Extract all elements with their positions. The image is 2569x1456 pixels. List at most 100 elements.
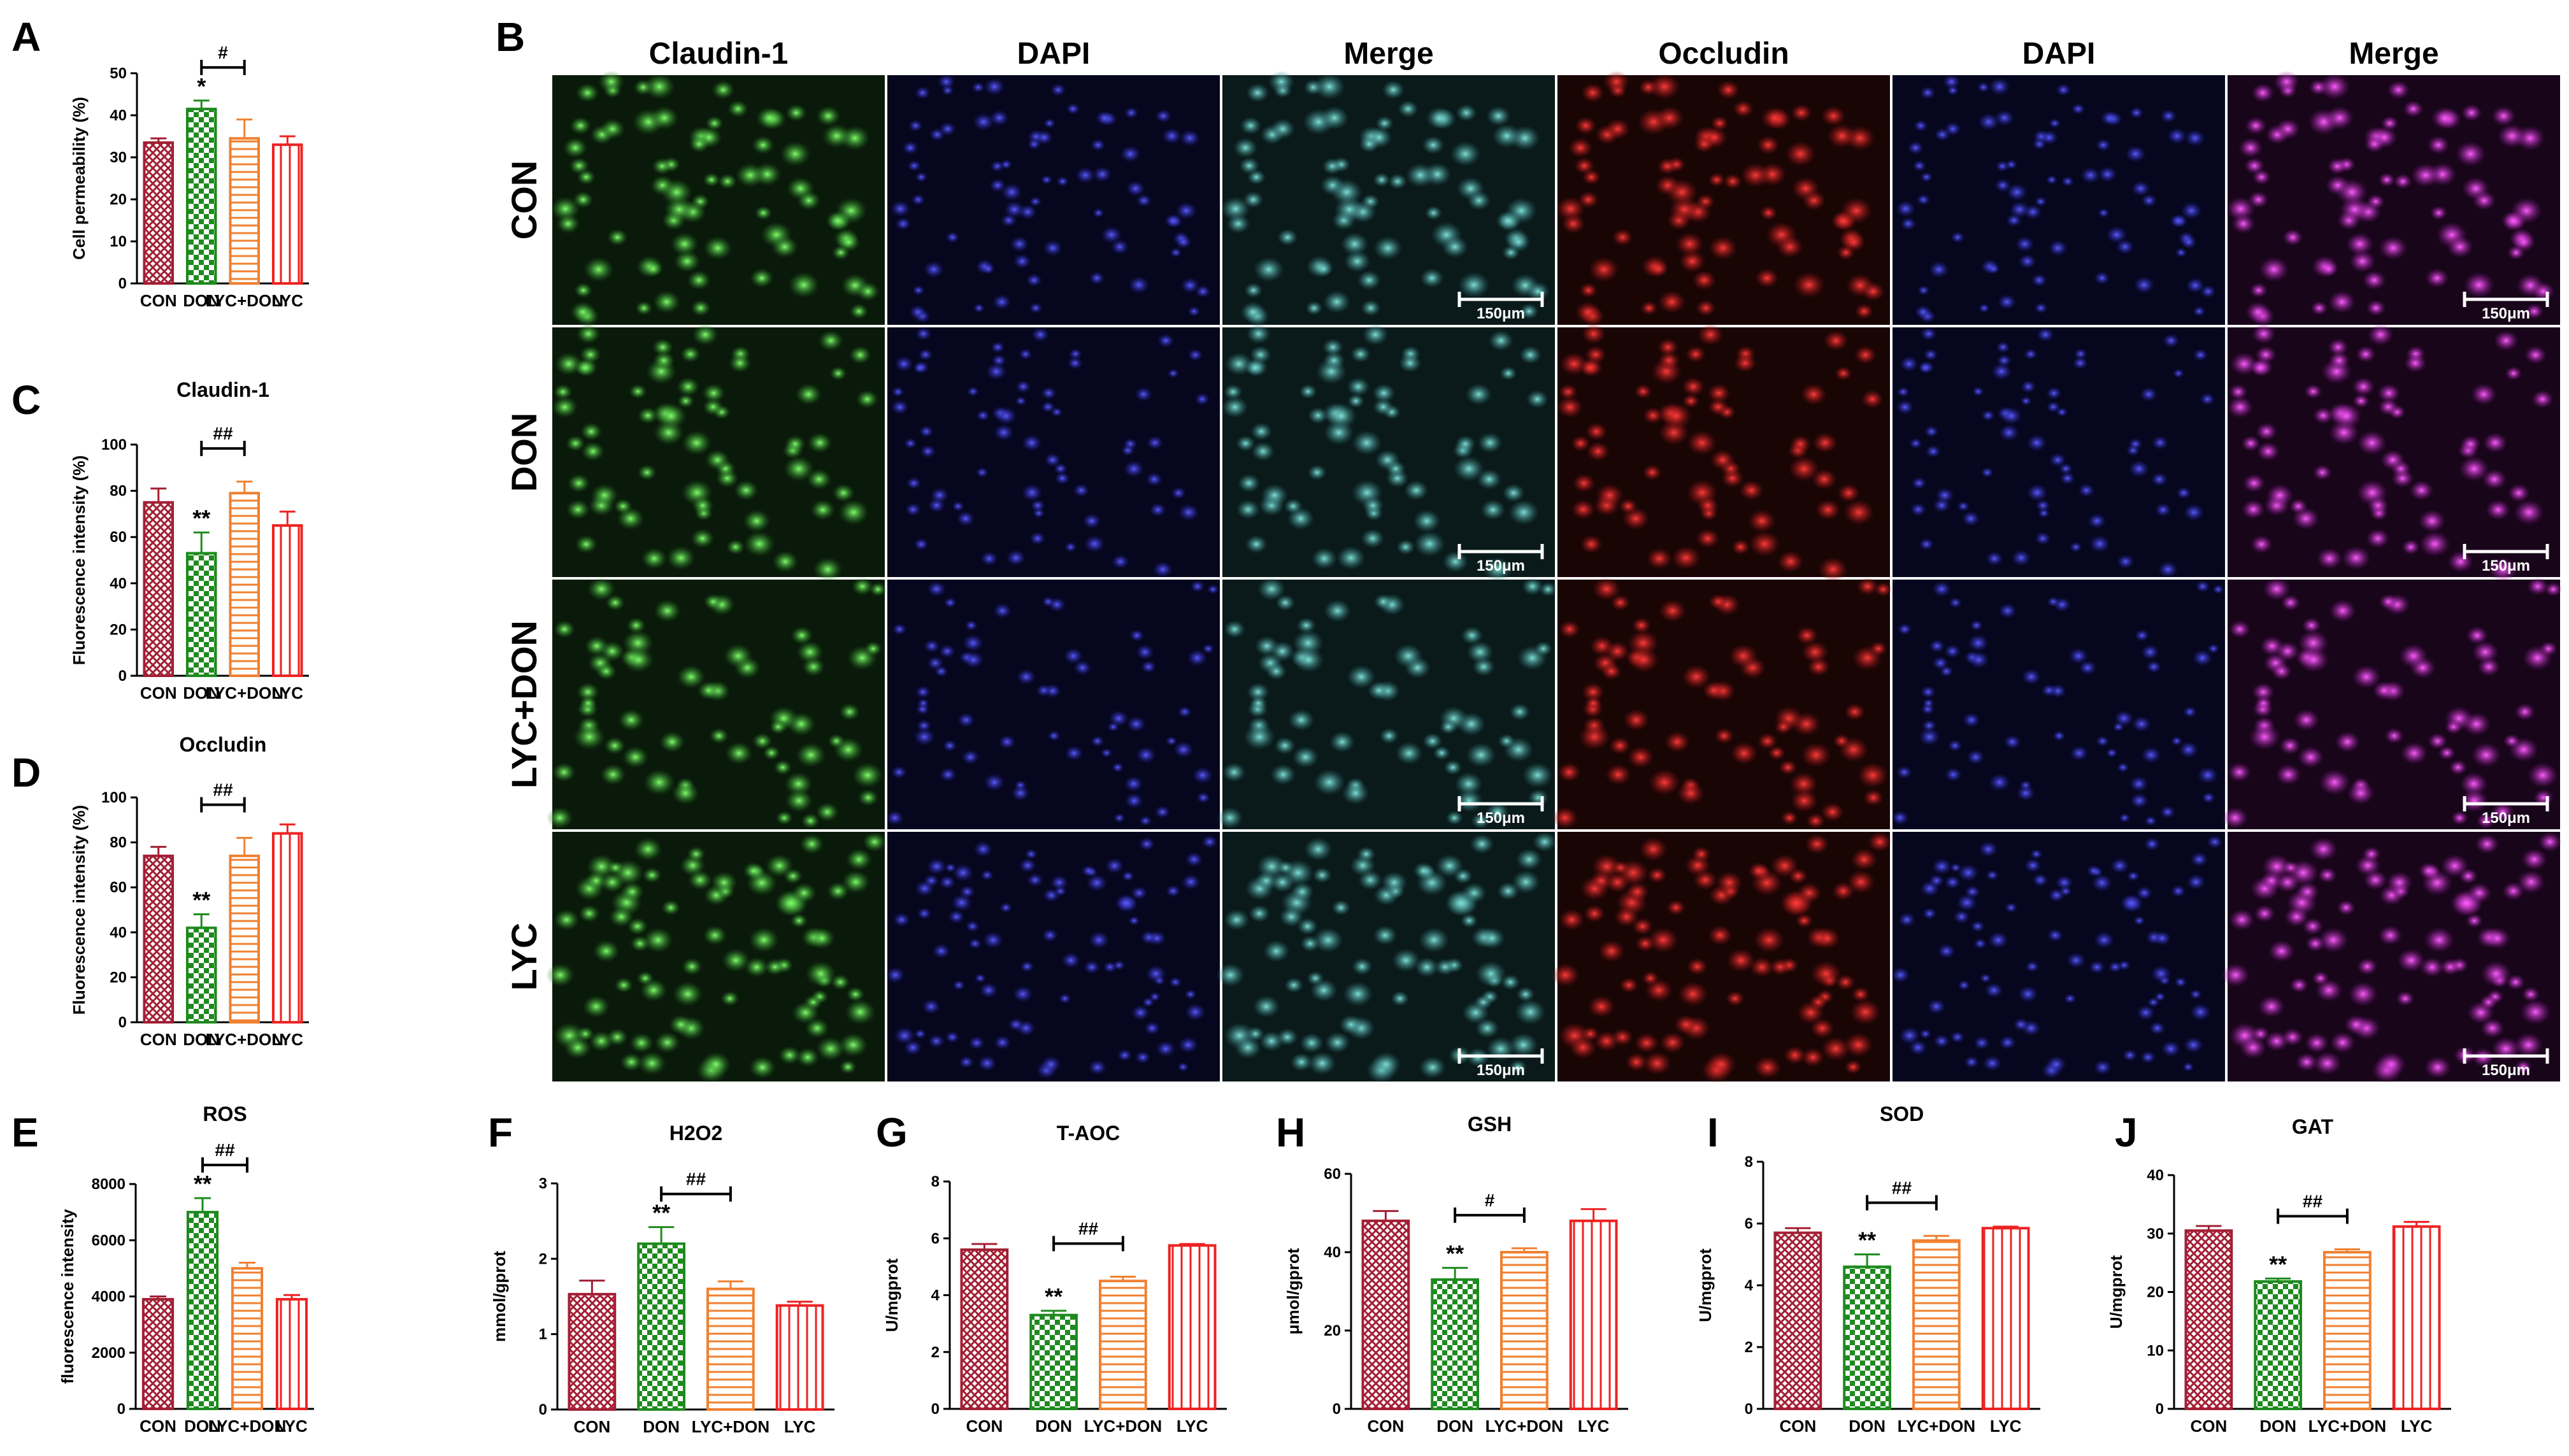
cell-spot — [673, 981, 703, 1007]
cell-spot — [1165, 885, 1181, 898]
bar-don — [185, 926, 217, 1024]
cell-spot — [1270, 764, 1296, 785]
cell-spot — [2280, 594, 2301, 611]
cell-spot — [919, 425, 934, 438]
cell-spot — [1919, 727, 1941, 746]
y-tick-label: 4 — [1745, 1277, 1754, 1294]
y-tick-label: 40 — [110, 924, 127, 941]
cell-spot — [670, 232, 699, 256]
cell-spot — [1896, 765, 1913, 779]
cell-spot — [1790, 435, 1811, 453]
cell-spot — [1288, 709, 1315, 731]
cell-spot — [1571, 499, 1596, 520]
micrograph-tile: 150μm — [2227, 324, 2560, 582]
cell-spot — [1299, 1032, 1324, 1053]
cell-spot — [1726, 990, 1745, 1006]
cell-spot — [2207, 643, 2220, 654]
cell-spot — [862, 832, 887, 852]
cell-spot — [1984, 982, 2003, 999]
y-tick-label: 60 — [1324, 1166, 1341, 1183]
cell-spot — [1442, 550, 1469, 573]
cell-spot — [895, 217, 912, 231]
cell-spot — [2131, 180, 2150, 197]
cell-spot — [2162, 333, 2180, 348]
cell-spot — [1243, 724, 1275, 750]
cell-spot — [1754, 1056, 1782, 1079]
cell-spot — [1998, 1035, 2017, 1050]
cell-spot — [1190, 580, 1205, 593]
cell-spot — [1497, 881, 1520, 901]
micrograph-tile — [1893, 327, 2225, 578]
cell-spot — [1572, 473, 1596, 493]
cell-spot — [563, 138, 588, 158]
cell-spot — [838, 499, 869, 525]
cell-spot — [1254, 257, 1284, 282]
cell-spot — [1154, 805, 1171, 819]
cell-spot — [855, 390, 878, 409]
y-axis-label: Cell permeability (%) — [69, 97, 89, 260]
cell-spot — [637, 464, 657, 481]
cell-spot — [857, 789, 879, 806]
cell-spot — [980, 869, 994, 881]
cell-spot — [709, 727, 729, 744]
cell-spot — [2136, 885, 2153, 901]
cell-spot — [554, 909, 580, 931]
bar-don — [185, 108, 217, 285]
cell-spot — [566, 435, 585, 452]
cell-spot — [1660, 403, 1692, 429]
cell-spot — [2231, 213, 2256, 234]
cell-spot — [952, 864, 974, 882]
cell-spot — [1066, 103, 1080, 115]
cell-spot — [1850, 848, 1878, 871]
cell-spot — [2158, 560, 2179, 578]
cell-spot — [2036, 327, 2055, 343]
category-label: CON — [140, 291, 177, 310]
cell-spot — [2275, 118, 2301, 139]
cell-spot — [598, 71, 625, 93]
cell-spot — [1084, 534, 1105, 553]
cell-spot — [2151, 436, 2169, 450]
cell-spot — [1646, 548, 1673, 569]
cell-spot — [2006, 183, 2028, 201]
cell-spot — [2079, 660, 2097, 676]
cell-spot — [1810, 1018, 1835, 1039]
cell-spot — [573, 724, 605, 750]
cell-spot — [2282, 860, 2300, 875]
cell-spot — [1659, 1032, 1685, 1053]
cell-spot — [1043, 239, 1063, 257]
cell-spot — [666, 546, 696, 570]
panel-letter: G — [876, 1110, 908, 1155]
cell-spot — [923, 261, 945, 278]
cell-spot — [1778, 759, 1798, 775]
cell-spot — [778, 1046, 801, 1065]
chart-g: G T-AOC 0 2 4 6 8 U/mgprot CON ** DON LYC+DON LYC ## — [876, 1110, 1227, 1436]
cell-spot — [1908, 438, 1922, 449]
cell-spot — [2444, 719, 2463, 734]
micrograph-background — [1222, 580, 1555, 829]
cell-spot — [1085, 874, 1108, 892]
cell-spot — [1016, 668, 1036, 685]
cell-spot — [1749, 531, 1780, 557]
cell-spot — [1450, 141, 1481, 167]
y-axis-label: Fluorescence intensity (%) — [69, 455, 89, 665]
cell-spot — [1111, 554, 1129, 569]
cell-spot — [1073, 483, 1090, 497]
scale-bar-label: 150μm — [2482, 305, 2530, 322]
cell-spot — [1140, 660, 1157, 674]
panel-letter: C — [11, 377, 41, 423]
cell-spot — [1266, 662, 1287, 680]
cell-spot — [566, 499, 590, 520]
cell-spot — [780, 141, 811, 167]
cell-spot — [2467, 1001, 2494, 1024]
cell-spot — [2521, 848, 2548, 871]
cell-spot — [1173, 741, 1194, 759]
micrograph-tile: 150μm — [2226, 71, 2560, 327]
cell-spot — [962, 651, 984, 669]
cell-spot — [726, 539, 745, 555]
cell-spot — [1483, 557, 1513, 582]
cell-spot — [2502, 881, 2525, 901]
cell-spot — [1141, 997, 1155, 1008]
cell-spot — [2467, 882, 2492, 904]
cell-spot — [1420, 268, 1444, 289]
cell-spot — [2183, 503, 2205, 522]
